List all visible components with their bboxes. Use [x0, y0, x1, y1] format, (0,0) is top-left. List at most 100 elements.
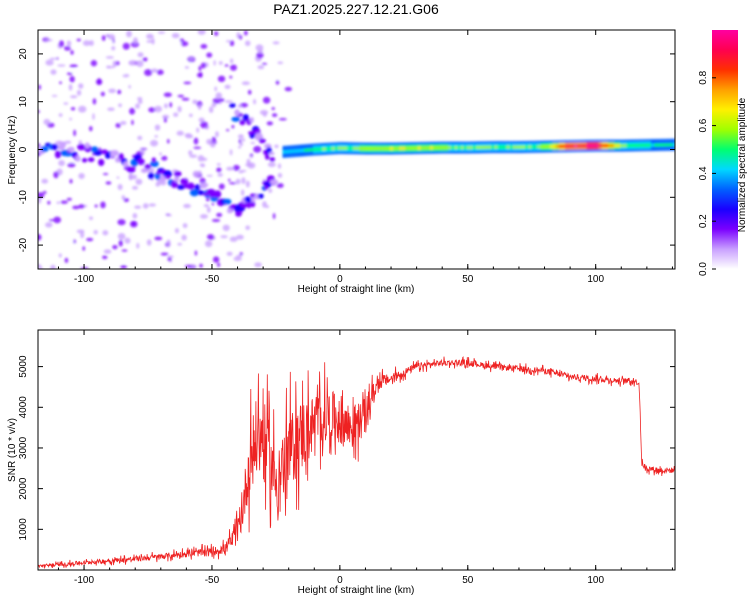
spectrogram-noise-cell: [193, 146, 202, 149]
spectrogram-noise-cell: [117, 233, 126, 240]
spectrogram-noise-cell: [82, 40, 91, 46]
spectrogram-noise-cell: [274, 144, 279, 149]
spectrogram-noise-cell: [100, 91, 105, 97]
spectrogram-noise-cell: [275, 73, 280, 80]
spectrogram-ridge-cell: [294, 149, 298, 153]
spectrogram-ridge-cell: [414, 146, 418, 150]
spectrogram-noise-cell: [70, 50, 74, 55]
spectrogram-noise-cell: [133, 37, 138, 44]
spectrogram-noise-cell: [58, 253, 62, 258]
spectrogram-noise-cell: [268, 188, 273, 194]
snr-panel: -100 -50 0 50 100 1000 2000 3000 4000 5000 Heigh…: [7, 329, 676, 596]
spectrogram-noise-cell: [144, 69, 153, 76]
spectrogram-noise-cell: [38, 234, 42, 241]
spectrogram-ridge-cell: [250, 200, 256, 208]
snr-y-tick-label: 1000: [18, 518, 29, 541]
spectrogram-ridge-cell: [313, 148, 317, 151]
spectrogram-noise-cell: [240, 97, 243, 101]
spectrogram-noise-cell: [131, 174, 137, 180]
spectrogram-noise-cell: [184, 133, 192, 138]
spectrogram-noise-cell: [118, 103, 122, 108]
spectrogram-noise-cell: [284, 86, 293, 92]
spectrogram-noise-cell: [59, 81, 62, 85]
spectrogram-ridge-cell: [460, 146, 464, 150]
spectrogram-noise-cell: [196, 127, 200, 133]
spectrogram-noise-cell: [220, 235, 228, 239]
spectrogram-noise-cell: [241, 177, 246, 185]
spectrogram-ridge-cell: [408, 146, 412, 150]
spectrogram-noise-cell: [45, 79, 52, 82]
spectrogram-noise-cell: [111, 46, 116, 51]
spectrogram-noise-cell: [78, 204, 85, 209]
spectrogram-ridge-cell: [340, 146, 344, 150]
spectrogram-noise-cell: [229, 149, 233, 156]
spectrogram-ridge-cell: [647, 143, 651, 147]
spectrogram-ridge-cell: [239, 119, 246, 126]
spectrogram-noise-cell: [117, 183, 123, 191]
spectrogram-y-ticks: -20 -10 0 10 20: [18, 48, 675, 252]
spectrogram-noise-cell: [38, 264, 42, 269]
colorbar-tick-label: 0.8: [698, 70, 709, 84]
spectrogram-noise-cell: [271, 113, 278, 118]
spectrogram-noise-cell: [126, 30, 132, 38]
spectrogram-noise-cell: [100, 201, 106, 209]
spectrogram-noise-cell: [204, 240, 213, 248]
spectrogram-noise-cell: [245, 225, 251, 230]
colorbar-tick-label: 0.6: [698, 118, 709, 132]
colorbar-tick-label: 0.0: [698, 262, 709, 276]
spectrogram-noise-cell: [110, 156, 115, 159]
spectrogram-noise-cell: [129, 62, 133, 65]
spectrogram-ridge-cell: [531, 145, 535, 149]
spectrogram-noise-cell: [217, 262, 221, 268]
spectrogram-noise-cell: [142, 203, 149, 209]
spectrogram-noise-cell: [265, 205, 270, 209]
spectrogram-noise-cell: [216, 212, 223, 217]
spectrogram-ridge-cell: [257, 193, 264, 199]
spectrogram-noise-cell: [89, 216, 94, 220]
spectrogram-ridge-cell: [512, 145, 516, 149]
spectrogram-noise-cell: [154, 135, 158, 138]
spectrogram-noise-cell: [116, 176, 120, 179]
spectrogram-ridge-cell: [540, 145, 544, 149]
spectrogram-noise-cell: [70, 95, 78, 99]
spectrogram-noise-cell: [148, 107, 156, 113]
spectrogram-noise-cell: [78, 105, 87, 113]
spectrogram-noise-cell: [238, 134, 244, 139]
spectrogram-x-tick-label: 100: [587, 274, 604, 285]
spectrogram-ridge-cell: [246, 203, 252, 209]
spectrogram-noise-cell: [80, 231, 85, 239]
spectrogram-ridge-cell: [592, 144, 596, 148]
spectrogram-ridge-cell: [518, 145, 522, 149]
spectrogram-noise-cell: [241, 138, 246, 142]
spectrogram-noise-cell: [48, 219, 55, 222]
spectrogram-noise-cell: [102, 255, 108, 260]
spectrogram-noise-cell: [275, 79, 280, 85]
spectrogram-noise-cell: [197, 30, 206, 35]
spectrogram-ridge-cell: [509, 145, 513, 149]
spectrogram-noise-cell: [228, 182, 237, 185]
spectrogram-ridge-cell: [377, 147, 381, 151]
spectrogram-noise-cell: [69, 117, 73, 121]
snr-series-line: [38, 356, 675, 569]
spectrogram-ridge-cell: [288, 149, 292, 153]
spectrogram-noise-cell: [192, 99, 198, 105]
colorbar-tick-label: 0.2: [698, 214, 709, 228]
spectrogram-ridge-cell: [334, 146, 338, 150]
spectrogram-noise-cell: [119, 260, 128, 264]
spectrogram-noise-cell: [135, 178, 143, 185]
spectrogram-noise-cell: [67, 160, 75, 164]
spectrogram-x-tick-label: 50: [462, 274, 474, 285]
snr-x-tick-label: 0: [337, 575, 343, 586]
spectrogram-ridge-cell: [189, 189, 199, 197]
snr-frame: [37, 329, 676, 571]
spectrogram-noise-cell: [218, 98, 225, 102]
spectrogram-noise-cell: [106, 65, 111, 69]
spectrogram-noise-cell: [102, 230, 109, 236]
spectrogram-noise-cell: [239, 34, 243, 40]
spectrogram-noise-cell: [208, 106, 214, 113]
spectrogram-noise-cell: [152, 115, 161, 118]
spectrogram-noise-cell: [216, 163, 221, 166]
spectrogram-ridge-cell: [448, 146, 452, 150]
spectrogram-ridge-cell: [454, 146, 458, 150]
spectrogram-noise-cell: [189, 154, 198, 158]
